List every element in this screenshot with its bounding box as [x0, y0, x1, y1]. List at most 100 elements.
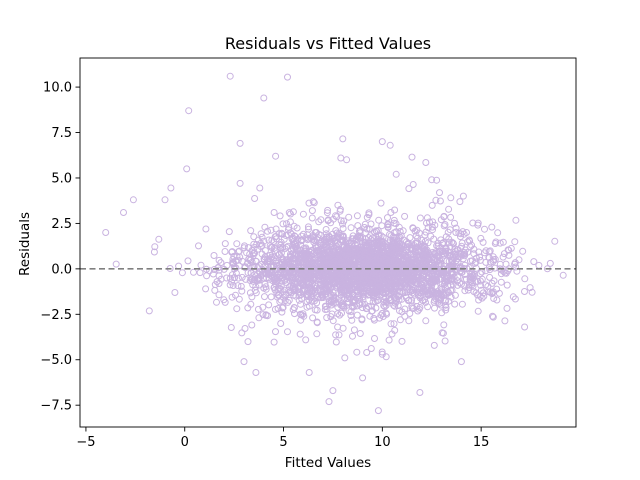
scatter-point [287, 210, 294, 218]
scatter-point [278, 308, 286, 316]
scatter-point [320, 264, 328, 272]
scatter-point [258, 233, 266, 241]
scatter-point [362, 229, 370, 237]
scatter-point [353, 286, 361, 294]
scatter-point [440, 222, 448, 230]
scatter-point [427, 232, 435, 240]
scatter-point [408, 304, 416, 312]
scatter-point [215, 291, 223, 299]
scatter-point [285, 269, 293, 277]
scatter-point [276, 298, 284, 306]
scatter-point [384, 274, 392, 281]
scatter-point [254, 277, 261, 284]
y-axis-ticks: −7.5 −5.0 −2.5 0.0 2.5 5.0 7.5 10.0 [40, 81, 80, 414]
scatter-point [276, 212, 284, 220]
scatter-point [464, 238, 472, 246]
scatter-point [289, 249, 297, 257]
scatter-point [379, 285, 387, 293]
scatter-point [436, 197, 444, 205]
scatter-point [400, 261, 408, 269]
scatter-point [378, 350, 386, 358]
scatter-point [479, 238, 487, 246]
scatter-point [394, 257, 402, 265]
scatter-point [283, 220, 290, 228]
scatter-point [489, 313, 497, 321]
scatter-point [288, 289, 295, 297]
scatter-point [327, 239, 335, 247]
scatter-point [354, 295, 362, 303]
scatter-point [494, 229, 502, 237]
scatter-point [303, 298, 311, 306]
scatter-point [309, 314, 317, 322]
scatter-point [451, 248, 459, 255]
scatter-point [373, 241, 381, 249]
scatter-point [183, 165, 191, 173]
scatter-point [442, 306, 450, 314]
scatter-point [332, 212, 339, 220]
scatter-point [451, 300, 459, 308]
scatter-point [387, 209, 395, 216]
scatter-point [258, 250, 266, 258]
scatter-point [241, 325, 249, 332]
scatter-point [408, 287, 416, 295]
x-tick-label: 0 [181, 435, 189, 450]
scatter-point [295, 263, 303, 271]
scatter-point [332, 331, 340, 339]
y-tick-label: 5.0 [51, 171, 72, 186]
scatter-point [225, 228, 233, 236]
scatter-point [349, 251, 357, 259]
scatter-point [413, 276, 420, 284]
scatter-point [397, 273, 405, 281]
scatter-point [443, 274, 451, 282]
scatter-point [369, 298, 377, 306]
scatter-point [217, 259, 225, 267]
scatter-point [368, 302, 376, 310]
scatter-point [477, 281, 485, 289]
scatter-point [488, 290, 496, 298]
scatter-point [382, 309, 390, 317]
scatter-point [386, 297, 394, 304]
scatter-point [481, 225, 488, 233]
scatter-point [129, 196, 137, 204]
x-tick-label: 5 [279, 435, 287, 450]
scatter-point [488, 223, 496, 231]
scatter-point [441, 337, 449, 345]
scatter-point [348, 235, 356, 243]
scatter-point [406, 310, 414, 317]
scatter-point [521, 275, 529, 283]
scatter-point [320, 249, 328, 257]
scatter-point [478, 294, 486, 302]
scatter-point [228, 293, 236, 301]
scatter-point [335, 331, 343, 339]
scatter-point [356, 247, 364, 254]
scatter-point [282, 232, 290, 239]
scatter-point [497, 278, 505, 286]
scatter-point [447, 213, 455, 221]
scatter-point [270, 338, 278, 346]
scatter-point [308, 207, 316, 215]
scatter-point [442, 297, 450, 305]
scatter-point [226, 274, 234, 282]
scatter-point [454, 273, 462, 281]
scatter-point [325, 275, 333, 283]
scatter-point [409, 181, 417, 188]
scatter-point [364, 303, 372, 310]
scatter-point [327, 291, 335, 299]
scatter-point [332, 227, 340, 235]
scatter-point [293, 224, 301, 232]
scatter-point [453, 263, 461, 271]
scatter-point [329, 387, 337, 395]
scatter-point [421, 242, 429, 250]
scatter-point [423, 219, 430, 227]
scatter-point [528, 288, 536, 296]
scatter-point [458, 300, 466, 308]
scatter-point [308, 214, 316, 222]
scatter-point [363, 349, 371, 356]
scatter-point [462, 275, 470, 283]
scatter-point [325, 398, 333, 406]
scatter-point [451, 219, 458, 227]
scatter-point [245, 255, 253, 263]
scatter-point [440, 251, 448, 259]
scatter-point [345, 290, 353, 298]
scatter-point [277, 320, 285, 327]
